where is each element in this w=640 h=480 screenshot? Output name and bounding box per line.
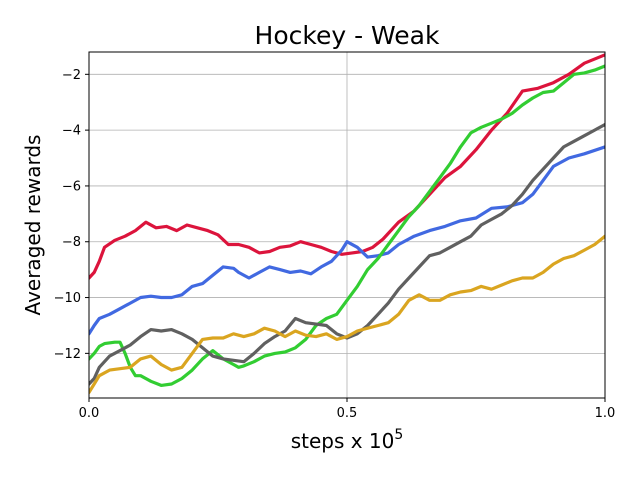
x-axis-title: steps x 105 [291, 427, 404, 453]
y-tick-label: −2 [62, 68, 81, 83]
series-line-5 [89, 234, 605, 394]
y-tick-label: −6 [62, 179, 81, 194]
series-line-2 [89, 145, 605, 336]
y-tick-label: −12 [54, 347, 81, 362]
y-tick-label: −4 [62, 124, 81, 139]
x-tick-label: 0.0 [79, 406, 100, 421]
y-tick-label: −10 [54, 291, 81, 306]
x-tick-label: 0.5 [337, 406, 358, 421]
y-axis-title: Averaged rewards [21, 135, 45, 316]
series-line-4 [89, 122, 605, 386]
ticks: 0.0 0.5 1.0 −12 −10 −8 −6 −4 −2 [54, 68, 616, 421]
x-tick-label: 1.0 [595, 406, 616, 421]
series-layer [89, 53, 605, 394]
series-line-3 [89, 64, 605, 387]
series-line-1 [89, 53, 605, 280]
y-tick-label: −8 [62, 235, 81, 250]
x-axis-title-exponent: 5 [394, 427, 403, 443]
x-axis-title-text: steps x 10 [291, 429, 395, 453]
chart-title: Hockey - Weak [255, 21, 440, 50]
